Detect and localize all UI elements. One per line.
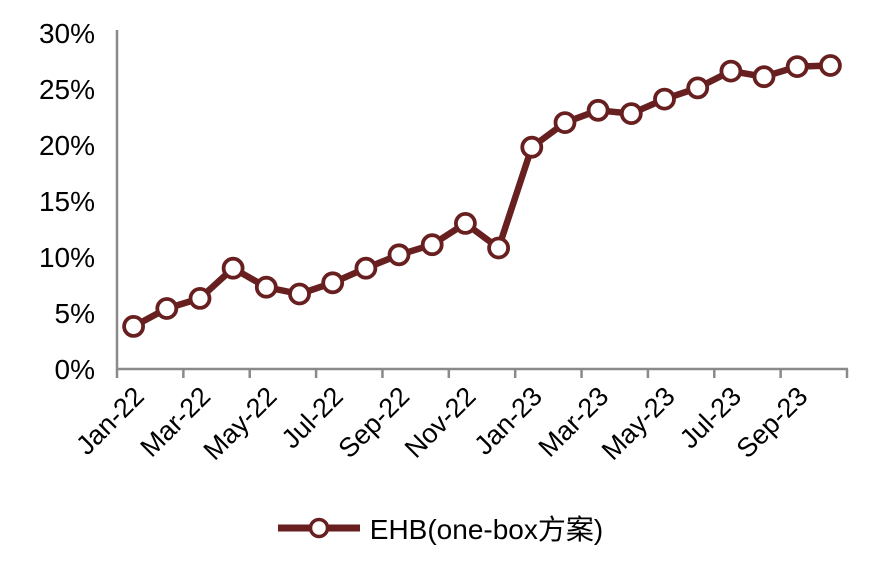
data-point-marker	[387, 243, 411, 267]
data-point-marker	[420, 233, 444, 257]
data-point-marker	[653, 87, 676, 111]
data-point-marker	[520, 135, 544, 159]
data-point-marker	[686, 76, 710, 100]
legend-line-marker-icon	[277, 517, 360, 539]
data-point-marker	[122, 314, 146, 338]
y-tick-label: 10%	[39, 242, 95, 273]
x-tick-label: May-22	[198, 381, 283, 466]
data-point-marker	[487, 236, 511, 260]
data-point-marker	[785, 55, 809, 78]
data-point-marker	[221, 256, 245, 280]
data-point-marker	[321, 271, 345, 295]
x-tick-label: Sep-22	[333, 381, 416, 464]
data-point-marker	[819, 54, 842, 77]
x-tick-label: Jan-23	[468, 381, 548, 461]
y-tick-label: 30%	[39, 18, 95, 49]
y-tick-label: 0%	[55, 354, 95, 385]
legend: EHB(one-box方案)	[0, 503, 879, 553]
series-line	[130, 62, 834, 330]
y-tick-label: 15%	[39, 186, 95, 217]
y-tick-label: 20%	[39, 130, 95, 161]
x-tick-label: May-23	[596, 381, 681, 466]
legend-label: EHB(one-box方案)	[369, 514, 604, 545]
data-point-marker	[619, 102, 643, 125]
data-point-marker	[155, 297, 179, 320]
data-point-marker	[254, 275, 278, 299]
y-tick-label: 25%	[39, 74, 95, 105]
data-point-marker	[288, 282, 311, 306]
chart-canvas: 0%5%10%15%20%25%30%Jan-22Mar-22May-22Jul…	[39, 18, 849, 466]
data-point-marker	[553, 111, 577, 134]
x-tick-label: Jan-22	[70, 381, 150, 461]
x-tick-label: Sep-23	[731, 381, 814, 464]
data-point-marker	[188, 286, 212, 310]
data-point-marker	[354, 256, 378, 280]
data-point-marker	[586, 98, 610, 122]
y-tick-label: 5%	[55, 298, 95, 329]
x-tick-label: Nov-22	[399, 381, 482, 464]
data-point-marker	[719, 59, 743, 83]
data-point-marker	[453, 211, 477, 235]
data-point-marker	[752, 65, 776, 89]
